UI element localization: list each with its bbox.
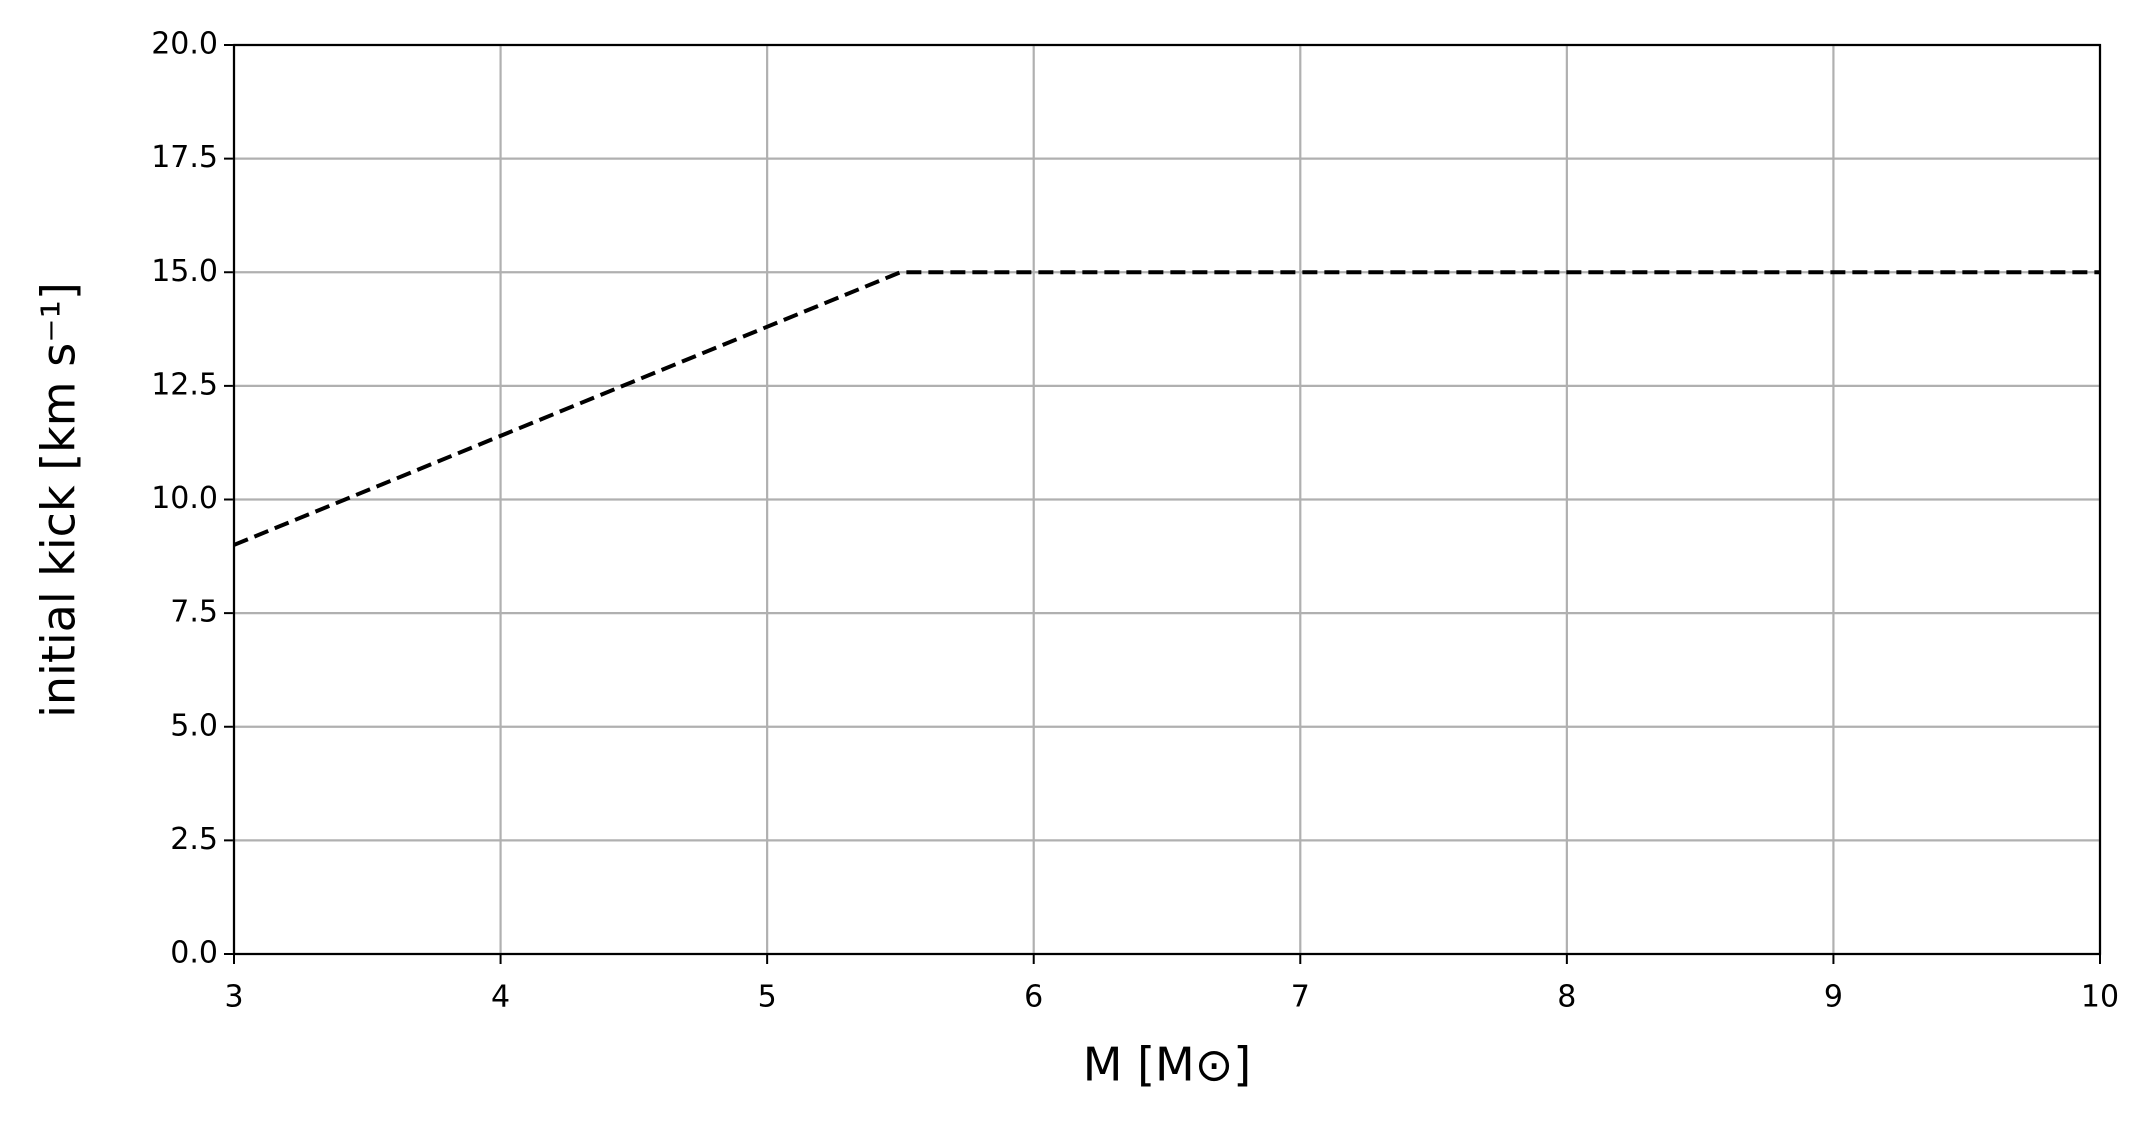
x-tick-label: 3 <box>224 980 243 1015</box>
x-tick-label: 8 <box>1557 980 1576 1015</box>
x-tick-label: 9 <box>1824 980 1843 1015</box>
y-tick-label: 2.5 <box>170 822 218 857</box>
y-tick-label: 20.0 <box>151 27 218 62</box>
plot-frame <box>232 43 2102 956</box>
y-tick-label: 15.0 <box>151 254 218 289</box>
x-tick-label: 6 <box>1024 980 1043 1015</box>
x-tick-label: 7 <box>1291 980 1310 1015</box>
y-axis-label: initial kick [km s⁻¹] <box>32 282 86 718</box>
y-tick-label: 5.0 <box>170 708 218 743</box>
y-tick-label: 17.5 <box>151 140 218 175</box>
y-tick-label: 10.0 <box>151 481 218 516</box>
y-tick-label: 7.5 <box>170 595 218 630</box>
x-tick-label: 5 <box>758 980 777 1015</box>
x-tick-label: 4 <box>491 980 510 1015</box>
x-axis-label: M [M⊙] <box>1083 1038 1251 1092</box>
data-line <box>233 270 2100 547</box>
y-tick-label: 12.5 <box>151 367 218 402</box>
y-tick-label: 0.0 <box>170 936 218 971</box>
x-tick-label: 10 <box>2081 980 2119 1015</box>
